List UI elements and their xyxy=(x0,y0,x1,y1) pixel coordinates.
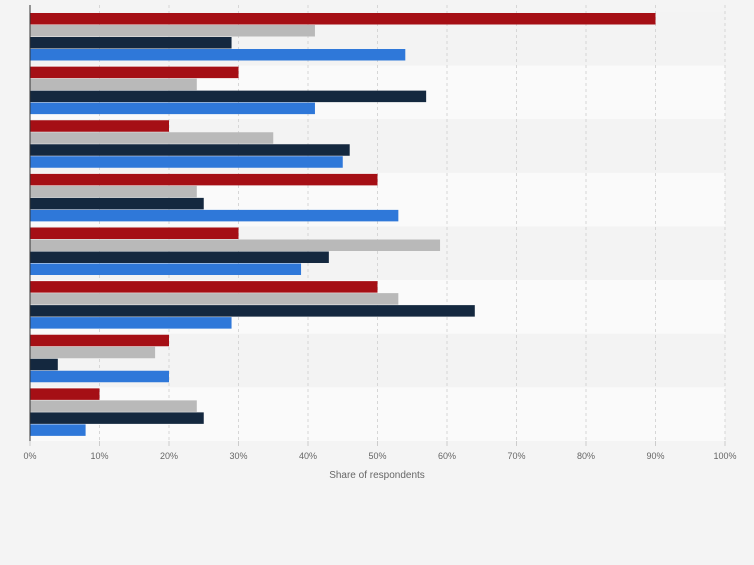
bar xyxy=(30,37,232,49)
bar xyxy=(30,305,475,317)
bar xyxy=(30,239,441,251)
bar xyxy=(30,281,378,293)
x-tick-label: 50% xyxy=(368,451,386,461)
x-tick-label: 10% xyxy=(90,451,108,461)
bar xyxy=(30,197,204,210)
x-tick-label: 0% xyxy=(23,451,36,461)
bar xyxy=(30,90,427,103)
bar xyxy=(30,49,406,61)
bar xyxy=(30,370,169,383)
bar xyxy=(30,400,197,412)
bar xyxy=(30,251,329,263)
x-tick-label: 90% xyxy=(646,451,664,461)
bar xyxy=(30,412,204,424)
x-tick-label: 60% xyxy=(438,451,456,461)
bar xyxy=(30,388,100,400)
bar xyxy=(30,66,239,79)
x-axis: 0% 10% 20% 30% 40% 50% 60% 70% 80% 90% 100% xyxy=(23,5,737,461)
bar xyxy=(30,346,156,359)
bars xyxy=(30,13,656,436)
x-tick-label: 30% xyxy=(229,451,247,461)
x-tick-label: 40% xyxy=(299,451,317,461)
x-tick-label: 70% xyxy=(507,451,525,461)
bar xyxy=(30,120,169,132)
x-tick-label: 100% xyxy=(713,451,736,461)
bar xyxy=(30,78,197,91)
bar xyxy=(30,144,350,156)
bar xyxy=(30,209,399,222)
bar xyxy=(30,185,197,198)
bar xyxy=(30,25,315,37)
bar xyxy=(30,13,656,25)
x-tick-label: 80% xyxy=(577,451,595,461)
bar xyxy=(30,424,86,436)
bar xyxy=(30,102,315,115)
bar xyxy=(30,173,378,186)
bar xyxy=(30,293,399,305)
bar xyxy=(30,156,343,168)
bar xyxy=(30,132,274,144)
bar xyxy=(30,358,58,371)
x-axis-label: Share of respondents xyxy=(329,470,425,481)
bar xyxy=(30,263,302,275)
x-tick-label: 20% xyxy=(160,451,178,461)
bar xyxy=(30,334,169,347)
bar xyxy=(30,227,239,239)
bar xyxy=(30,317,232,329)
